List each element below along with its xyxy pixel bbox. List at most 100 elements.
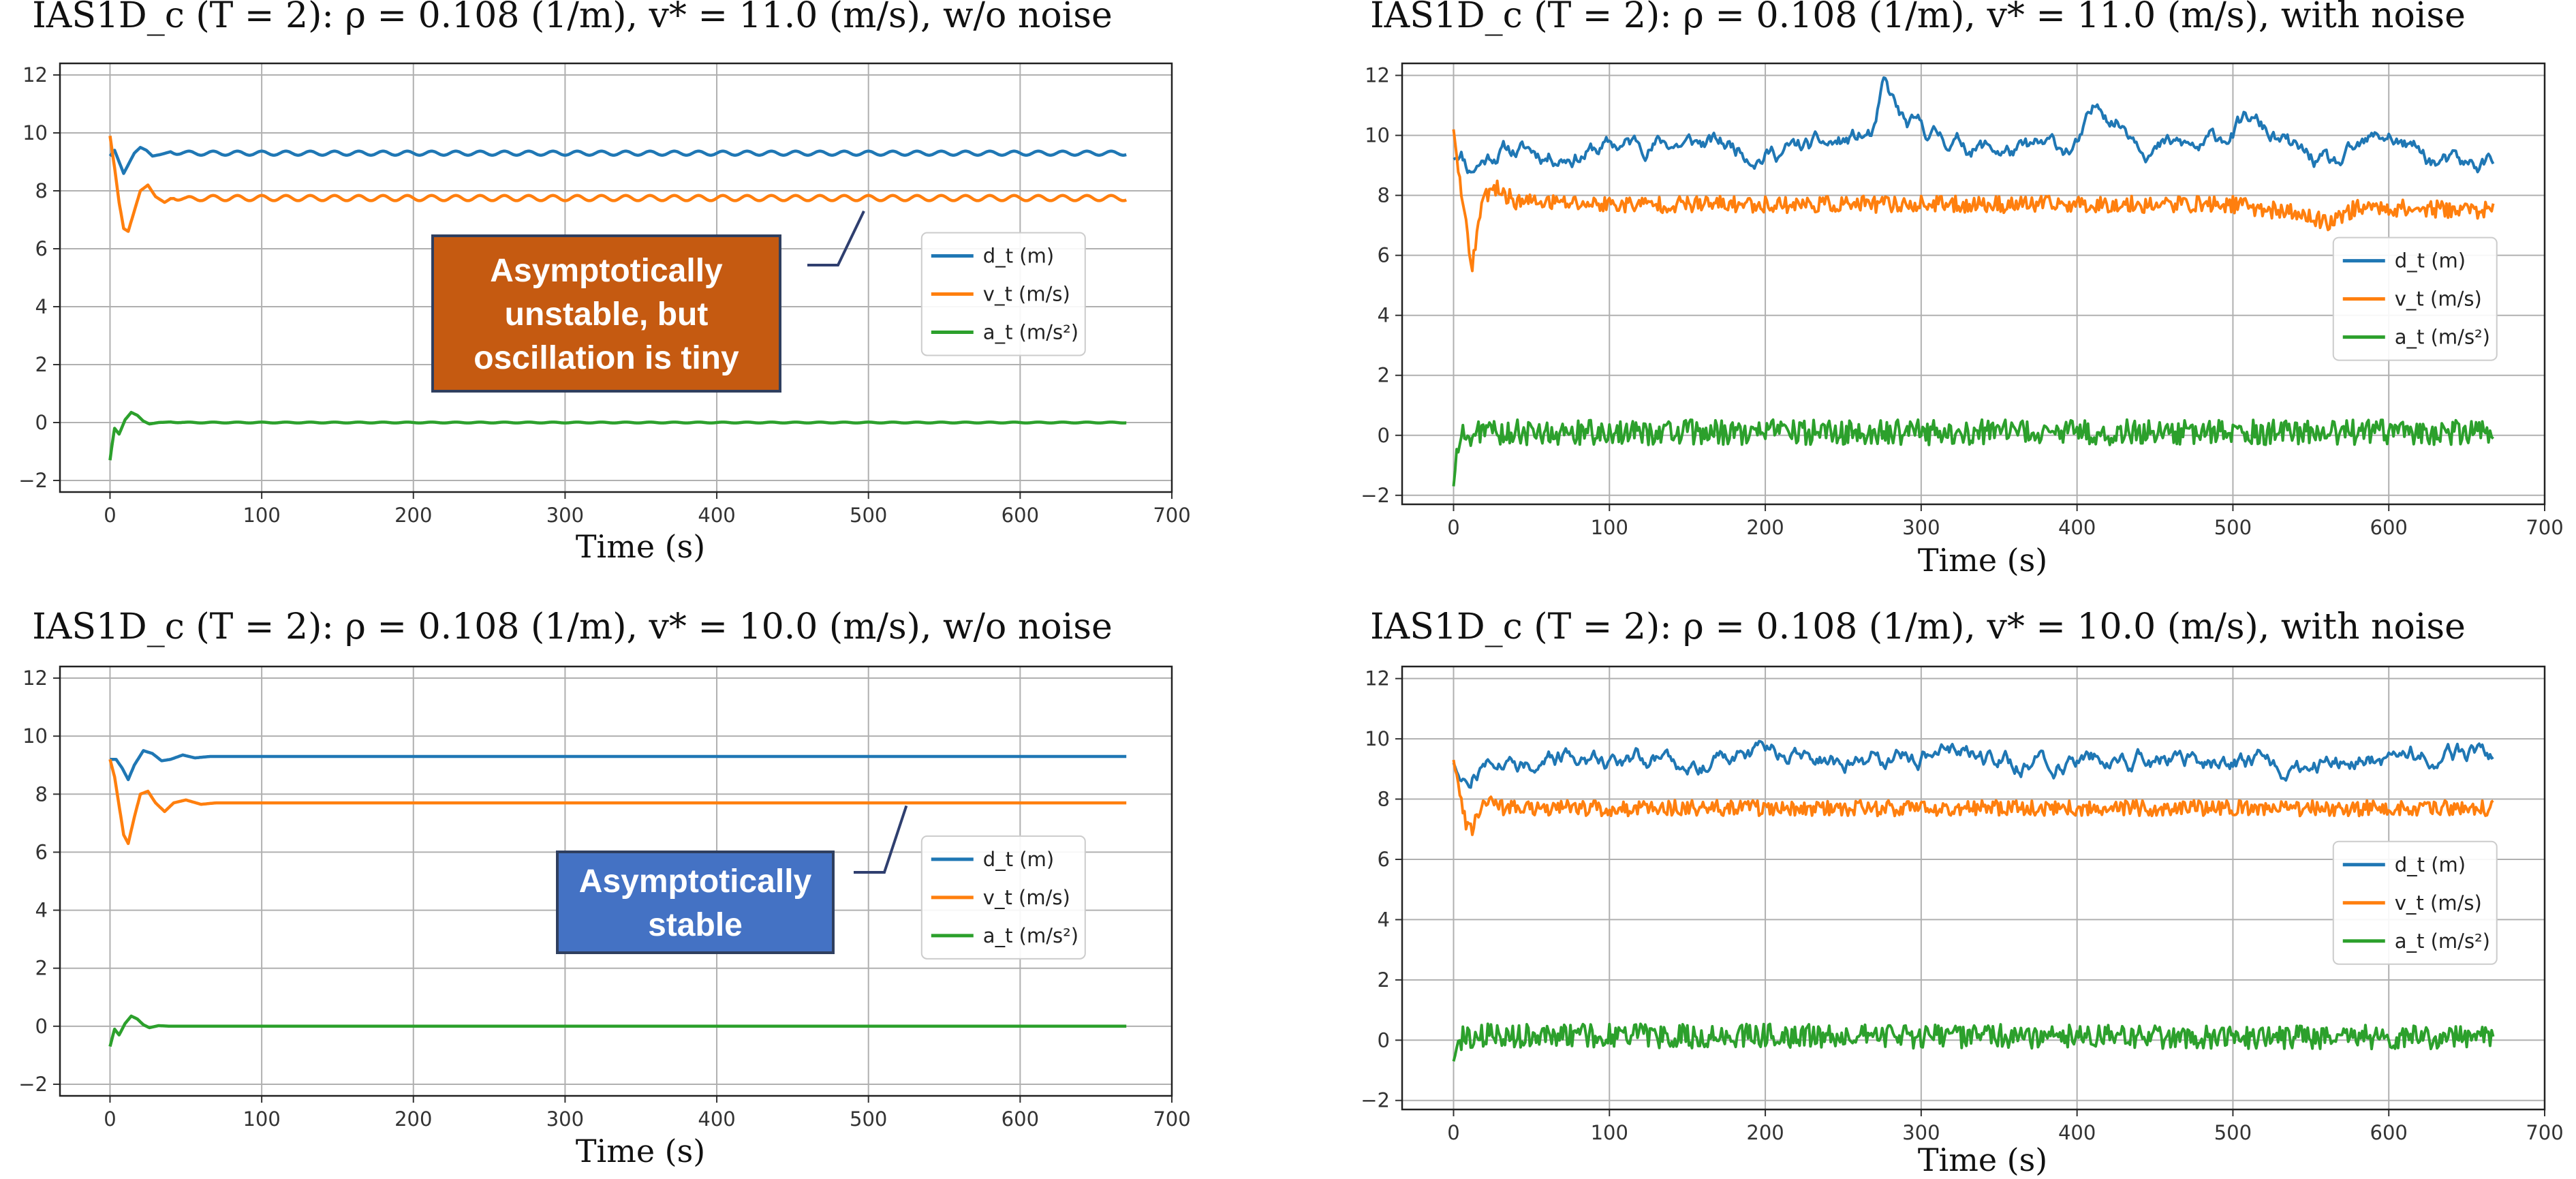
x-tick-label: 0: [104, 504, 116, 527]
x-tick-label: 700: [1153, 504, 1190, 527]
legend-label-a: a_t (m/s²): [2395, 326, 2490, 349]
y-tick-label: 12: [1365, 64, 1390, 87]
annotation-box: [556, 851, 835, 954]
annotation-box: [431, 234, 781, 393]
x-axis-label: Time (s): [1918, 1142, 2047, 1178]
annotation-callout-line: [807, 210, 865, 266]
y-tick-label: 6: [1378, 848, 1390, 871]
annotation-text: Asymptotically: [490, 253, 723, 289]
y-tick-label: 8: [1378, 788, 1390, 811]
x-tick-label: 400: [2058, 1121, 2096, 1144]
chart-title: IAS1D_c (T = 2): ρ = 0.108 (1/m), v* = 1…: [1370, 0, 2466, 36]
series-line-a: [108, 1014, 1128, 1047]
axes-frame: [59, 62, 1173, 493]
y-tick-label: 8: [35, 782, 48, 806]
y-tick-label: 2: [35, 957, 48, 980]
y-tick-label: 0: [1378, 424, 1390, 447]
y-tick-label: 4: [35, 295, 48, 318]
series-line-a: [1452, 1022, 2495, 1062]
annotation-text: oscillation is tiny: [474, 340, 739, 376]
x-tick-label: 600: [2370, 1121, 2408, 1144]
y-tick-label: 8: [1378, 184, 1390, 207]
series-line-v: [1452, 759, 2494, 836]
x-tick-label: 500: [850, 504, 887, 527]
x-tick-label: 400: [698, 1107, 735, 1131]
y-tick-label: −2: [1361, 484, 1390, 507]
x-tick-label: 200: [394, 1107, 432, 1131]
x-tick-label: 0: [104, 1107, 116, 1131]
legend-box: [2332, 840, 2498, 965]
series-line-v: [108, 759, 1128, 845]
series-line-d: [108, 146, 1128, 175]
chart-title: IAS1D_c (T = 2): ρ = 0.108 (1/m), v* = 1…: [32, 607, 1113, 647]
series-line-d: [1452, 739, 2494, 789]
legend-label-a: a_t (m/s²): [2395, 930, 2490, 953]
axes-frame: [59, 665, 1173, 1097]
series-line-d: [109, 749, 1128, 782]
legend-box: [920, 835, 1086, 960]
x-tick-label: 0: [1447, 516, 1459, 539]
chart-panel-1: IAS1D_c (T = 2): ρ = 0.108 (1/m), v* = 1…: [18, 0, 1190, 565]
x-tick-label: 200: [1746, 516, 1784, 539]
chart-title: IAS1D_c (T = 2): ρ = 0.108 (1/m), v* = 1…: [32, 0, 1113, 36]
x-axis-label: Time (s): [576, 1133, 705, 1169]
legend-label-a: a_t (m/s²): [983, 924, 1078, 947]
y-tick-label: 2: [35, 353, 48, 376]
x-tick-label: 500: [2214, 516, 2252, 539]
x-tick-label: 600: [1002, 1107, 1039, 1131]
chart-panel-2: IAS1D_c (T = 2): ρ = 0.108 (1/m), v* = 1…: [1361, 0, 2563, 579]
annotation-callout-line: [854, 805, 908, 874]
x-axis-label: Time (s): [576, 528, 705, 565]
legend-label-d: d_t (m): [983, 244, 1054, 267]
y-tick-label: 10: [1365, 124, 1390, 147]
y-tick-label: 4: [35, 899, 48, 922]
legend-label-a: a_t (m/s²): [983, 320, 1078, 343]
y-tick-label: 12: [1365, 667, 1390, 690]
legend-label-d: d_t (m): [2395, 853, 2466, 876]
series-line-v: [1452, 129, 2495, 273]
legend-box: [2332, 236, 2498, 361]
chart-title: IAS1D_c (T = 2): ρ = 0.108 (1/m), v* = 1…: [1370, 607, 2466, 647]
y-tick-label: 2: [1378, 968, 1390, 992]
y-tick-label: 2: [1378, 364, 1390, 387]
y-tick-label: 12: [22, 63, 48, 87]
x-tick-label: 300: [1902, 516, 1940, 539]
annotation-text: stable: [648, 907, 743, 943]
legend-label-v: v_t (m/s): [983, 886, 1070, 909]
x-axis-label: Time (s): [1918, 542, 2047, 579]
x-tick-label: 400: [2058, 516, 2096, 539]
y-tick-label: 4: [1378, 908, 1390, 931]
x-tick-label: 700: [1153, 1107, 1190, 1131]
x-tick-label: 0: [1447, 1121, 1459, 1144]
y-tick-label: −2: [18, 469, 48, 492]
y-tick-label: 10: [1365, 727, 1390, 750]
x-tick-label: 100: [1591, 1121, 1628, 1144]
x-tick-label: 300: [1902, 1121, 1940, 1144]
x-tick-label: 600: [2370, 516, 2408, 539]
x-tick-label: 100: [243, 504, 280, 527]
x-tick-label: 700: [2526, 516, 2563, 539]
x-tick-label: 400: [698, 504, 735, 527]
y-tick-label: 6: [35, 840, 48, 863]
legend-label-v: v_t (m/s): [2395, 288, 2482, 311]
legend-label-d: d_t (m): [2395, 249, 2466, 273]
y-tick-label: 10: [22, 724, 48, 748]
annotation-text: Asymptotically: [579, 863, 812, 900]
x-tick-label: 100: [1591, 516, 1628, 539]
x-tick-label: 300: [546, 504, 584, 527]
y-tick-label: 12: [22, 667, 48, 690]
x-tick-label: 500: [850, 1107, 887, 1131]
y-tick-label: 0: [35, 411, 48, 434]
y-tick-label: 0: [35, 1015, 48, 1038]
y-tick-label: 4: [1378, 304, 1390, 327]
annotation-text: unstable, but: [505, 296, 709, 333]
y-tick-label: 8: [35, 179, 48, 202]
chart-panel-3: IAS1D_c (T = 2): ρ = 0.108 (1/m), v* = 1…: [18, 607, 1190, 1169]
chart-panel-4: IAS1D_c (T = 2): ρ = 0.108 (1/m), v* = 1…: [1361, 607, 2563, 1178]
y-tick-label: 10: [22, 121, 48, 144]
series-line-d: [1453, 76, 2495, 174]
axes-frame: [1401, 665, 2546, 1111]
y-tick-label: 6: [35, 237, 48, 260]
x-tick-label: 500: [2214, 1121, 2252, 1144]
